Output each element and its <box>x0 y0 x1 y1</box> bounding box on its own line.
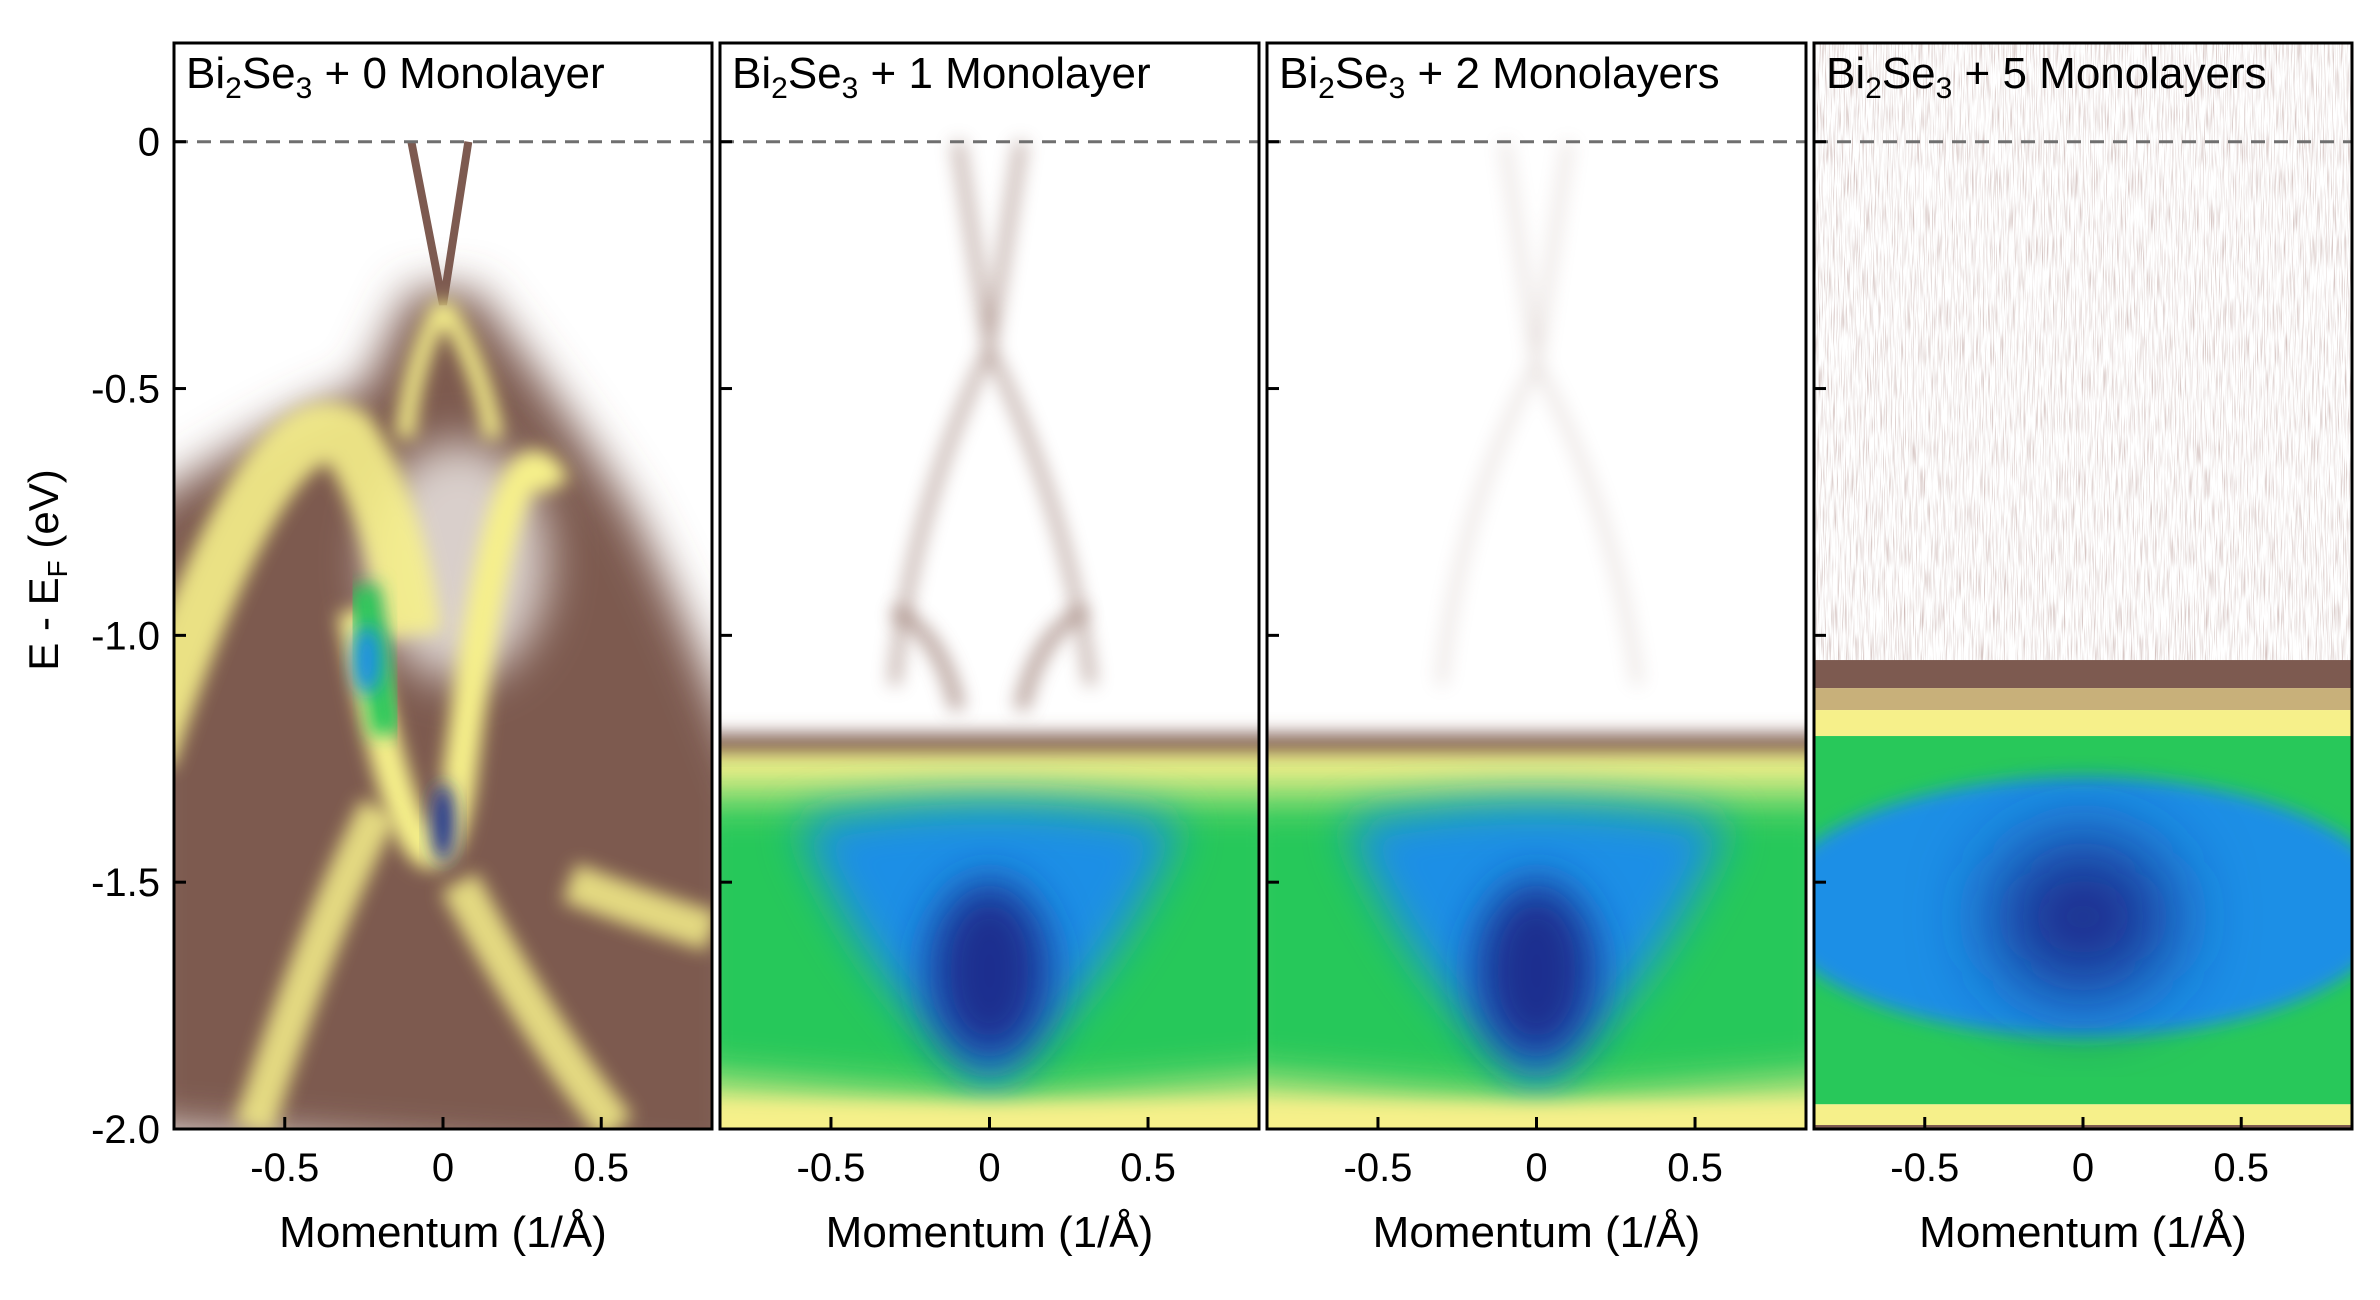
panel-1-xtick-label: 0.5 <box>573 1146 629 1190</box>
ytick-label: -2.0 <box>91 1108 160 1152</box>
panel-2-xtick-label: 0 <box>978 1146 1000 1190</box>
panel-4-title-part: + 5 Monolayers <box>1952 49 2266 98</box>
panel-2-inner-bands <box>890 604 1089 711</box>
panel-2-title-part: 2 <box>771 72 788 105</box>
panel-2-title-part: Bi <box>732 49 771 98</box>
panel-1-title-part: 2 <box>225 72 242 105</box>
y-axis-label-sub: F <box>42 560 73 577</box>
panel-4-band-brown <box>1814 660 2352 689</box>
panel-1-title-part: 3 <box>296 72 313 105</box>
panel-1-xtick-label: -0.5 <box>250 1146 319 1190</box>
panel-4-band-yellow <box>1814 710 2352 737</box>
panel-4-xtick-label: 0 <box>2072 1146 2094 1190</box>
panel-3-intensity-map <box>1267 43 1806 1129</box>
ytick-label: -1.0 <box>91 614 160 658</box>
panel-1-intensity-max-2 <box>431 782 455 863</box>
panel-3-title-part: + 2 Monolayers <box>1405 49 1719 98</box>
panel-1-band-v <box>337 450 570 869</box>
panel-3-title-part: Se <box>1335 49 1389 98</box>
panel-2-intensity-map <box>720 43 1259 1129</box>
panel-4-title-part: Se <box>1882 49 1936 98</box>
panel-2-title-part: Se <box>788 49 842 98</box>
panel-4-title-part: 3 <box>1936 72 1953 105</box>
panel-4-xtick-label: 0.5 <box>2213 1146 2269 1190</box>
panel-1-title-part: Se <box>242 49 296 98</box>
panel-3-title-part: 2 <box>1318 72 1335 105</box>
panel-1-title-part: + 0 Monolayer <box>312 49 604 98</box>
panel-3-title-part: Bi <box>1279 49 1318 98</box>
panel-1-dirac-lower <box>396 299 503 440</box>
ytick-label: -1.5 <box>91 861 160 905</box>
panel-4-title-part: 2 <box>1865 72 1882 105</box>
panel-1: Bi2Se3 + 0 Monolayer -0.5 0 0.5 Momentum (1/… <box>91 41 714 1257</box>
panel-2: Bi2Se3 + 1 Monolayer -0.5 0 0.5 Momentum (1/… <box>718 41 1261 1257</box>
panel-1-title-part: Bi <box>186 49 225 98</box>
panel-1-lower-bands <box>234 799 712 1129</box>
panel-2-xlabel: Momentum (1/Å) <box>826 1208 1154 1257</box>
panel-2-xtick-label: -0.5 <box>797 1146 866 1190</box>
panel-3-xlabel: Momentum (1/Å) <box>1373 1208 1701 1257</box>
y-axis-label-main: E - E <box>20 577 67 670</box>
panel-4-title-part: Bi <box>1826 49 1865 98</box>
panel-4-band-tan <box>1814 688 2352 711</box>
panel-1-intensity-max-1 <box>353 626 382 695</box>
panel-1-dirac-cone <box>407 140 473 306</box>
panel-2-xtick-label: 0.5 <box>1120 1146 1176 1190</box>
y-axis-label: E - EF (eV) <box>20 469 73 670</box>
panel-4-xtick-label: -0.5 <box>1890 1146 1959 1190</box>
panel-3-dirac-cone <box>1437 141 1642 686</box>
panel-2-intensity-max <box>929 881 1050 1062</box>
panel-2-dirac-cone <box>889 140 1096 686</box>
panel-3-xtick-label: 0.5 <box>1667 1146 1723 1190</box>
panel-4: Bi2Se3 + 5 Monolayers -0.5 0 0.5 Momentum (1… <box>1812 41 2354 1257</box>
panel-1-title: Bi2Se3 + 0 Monolayer <box>186 49 605 105</box>
y-axis-label-tail: (eV) <box>20 469 67 560</box>
panel-1-intensity-map <box>174 43 712 1129</box>
panel-3-title-part: 3 <box>1389 72 1406 105</box>
ytick-label: -0.5 <box>91 368 160 412</box>
panel-2-title: Bi2Se3 + 1 Monolayer <box>732 49 1151 105</box>
panel-3-intensity-max <box>1476 881 1597 1062</box>
panel-1-xtick-label: 0 <box>432 1146 454 1190</box>
panel-1-band-left <box>174 402 442 764</box>
panel-4-noise <box>1814 43 2352 661</box>
panel-3: Bi2Se3 + 2 Monolayers -0.5 0 0.5 Momentum (1… <box>1265 41 1808 1257</box>
panel-4-xlabel: Momentum (1/Å) <box>1919 1208 2247 1257</box>
panel-4-title: Bi2Se3 + 5 Monolayers <box>1826 49 2267 105</box>
panel-3-title: Bi2Se3 + 2 Monolayers <box>1279 49 1720 105</box>
panel-4-intensity-map <box>1814 43 2352 1129</box>
panel-2-title-part: 3 <box>842 72 859 105</box>
ytick-label: 0 <box>138 121 160 165</box>
panel-1-xlabel: Momentum (1/Å) <box>279 1208 607 1257</box>
panel-4-intensity-max <box>1993 836 2173 997</box>
panel-3-xtick-label: -0.5 <box>1344 1146 1413 1190</box>
panel-3-xtick-label: 0 <box>1525 1146 1547 1190</box>
panel-2-title-part: + 1 Monolayer <box>858 49 1150 98</box>
